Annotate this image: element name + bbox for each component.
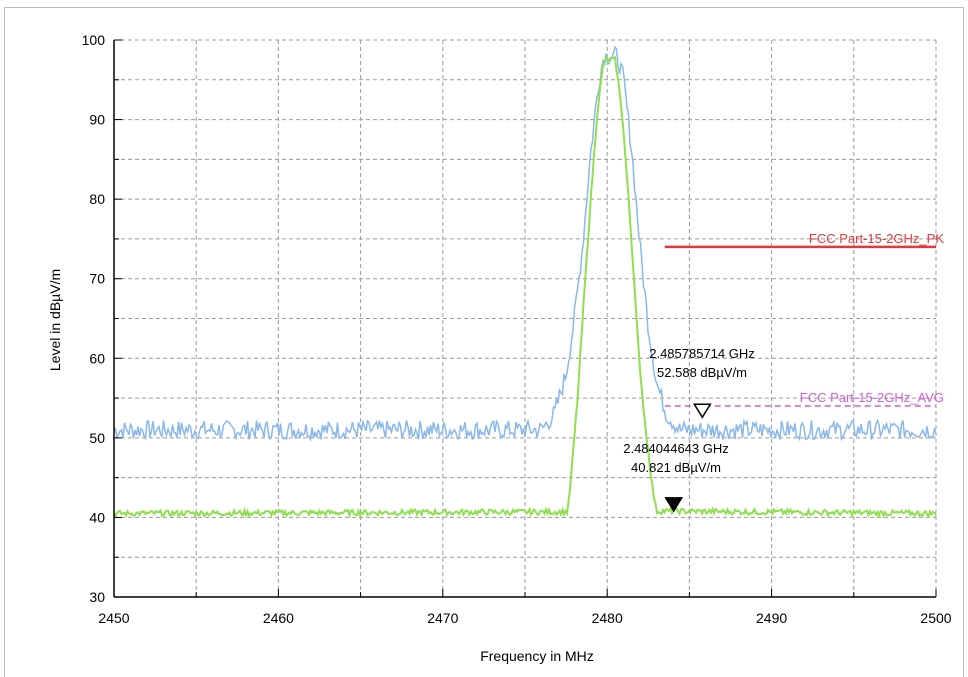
x-axis-label: Frequency in MHz — [480, 648, 594, 664]
y-tick-label: 30 — [89, 589, 105, 605]
y-tick-label: 70 — [89, 271, 105, 287]
series-group — [113, 45, 937, 519]
limit-label-avg: FCC Part-15-2GHz_AVG — [800, 390, 944, 405]
y-tick-label: 100 — [82, 32, 106, 48]
marker-2-freq: 2.484044643 GHz — [623, 441, 729, 456]
x-tick-label: 2500 — [920, 610, 951, 626]
y-tick-label: 80 — [89, 191, 105, 207]
y-tick-label: 40 — [89, 509, 105, 525]
marker-1 — [692, 403, 712, 419]
y-tick-label: 90 — [89, 112, 105, 128]
axes — [113, 39, 937, 598]
limit-lines: FCC Part-15-2GHz_PK FCC Part-15-2GHz_AVG — [664, 231, 944, 407]
marker-2 — [664, 497, 684, 513]
y-axis-label: Level in dBµV/m — [47, 269, 63, 371]
x-tick-label: 2470 — [427, 610, 458, 626]
tick-labels: 2450 2460 2470 2480 2490 2500 30 40 50 60 70 80 90 10… — [82, 32, 952, 626]
marker-2-level: 40.821 dBµV/m — [631, 460, 721, 475]
x-tick-label: 2460 — [263, 610, 294, 626]
marker-1-level: 52.588 dBµV/m — [657, 365, 747, 380]
markers: 2.485785714 GHz 52.588 dBµV/m 2.484044643 … — [623, 346, 755, 513]
x-tick-label: 2490 — [756, 610, 787, 626]
y-tick-label: 60 — [89, 350, 105, 366]
y-tick-label: 50 — [89, 430, 105, 446]
chart-frame — [4, 7, 964, 677]
x-tick-label: 2480 — [592, 610, 623, 626]
x-tick-label: 2450 — [98, 610, 129, 626]
marker-1-freq: 2.485785714 GHz — [649, 346, 755, 361]
limit-label-pk: FCC Part-15-2GHz_PK — [809, 231, 944, 246]
series-line — [113, 45, 937, 443]
series-line — [113, 56, 937, 519]
